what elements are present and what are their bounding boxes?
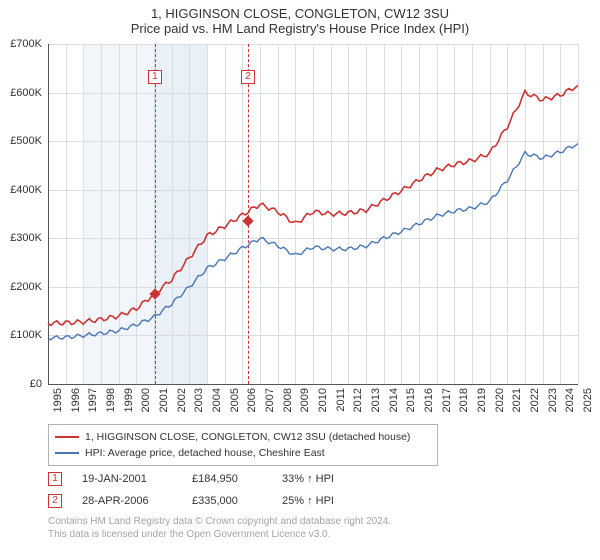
xtick-label: 2012 (352, 388, 364, 412)
sale-vs-hpi: 25% ↑ HPI (282, 495, 372, 507)
gridline-h (48, 384, 578, 385)
xtick-label: 2003 (193, 388, 205, 412)
legend-label: HPI: Average price, detached house, Ches… (85, 445, 325, 461)
xtick-label: 2001 (158, 388, 170, 412)
series-hpi (48, 144, 578, 340)
xtick-label: 2009 (299, 388, 311, 412)
footnote: Contains HM Land Registry data © Crown c… (48, 516, 391, 541)
ytick-label: £600K (10, 87, 42, 99)
ytick-label: £400K (10, 184, 42, 196)
sale-date: 19-JAN-2001 (82, 473, 172, 485)
legend-item-hpi: HPI: Average price, detached house, Ches… (55, 445, 431, 461)
legend-swatch (55, 452, 79, 454)
xtick-label: 2006 (246, 388, 258, 412)
xtick-label: 2019 (476, 388, 488, 412)
xtick-label: 2011 (335, 388, 347, 412)
title-block: 1, HIGGINSON CLOSE, CONGLETON, CW12 3SU … (0, 0, 600, 40)
xtick-label: 2024 (564, 388, 576, 412)
ytick-label: £700K (10, 38, 42, 50)
xtick-label: 2023 (547, 388, 559, 412)
xtick-label: 2010 (317, 388, 329, 412)
xtick-label: 2016 (423, 388, 435, 412)
xtick-label: 2002 (176, 388, 188, 412)
xtick-label: 2000 (140, 388, 152, 412)
chart-area: 12 1995199619971998199920002001200220032… (48, 44, 578, 384)
sale-marker-icon: 1 (48, 472, 62, 486)
legend-swatch (55, 436, 79, 438)
xtick-label: 2008 (282, 388, 294, 412)
gridline-v (578, 44, 579, 384)
xtick-label: 2022 (529, 388, 541, 412)
ytick-label: £300K (10, 232, 42, 244)
sales-table: 1 19-JAN-2001 £184,950 33% ↑ HPI 2 28-AP… (48, 468, 372, 512)
title-address: 1, HIGGINSON CLOSE, CONGLETON, CW12 3SU (0, 6, 600, 21)
sale-row: 1 19-JAN-2001 £184,950 33% ↑ HPI (48, 468, 372, 490)
xtick-label: 1995 (52, 388, 64, 412)
sale-price: £335,000 (192, 495, 262, 507)
xtick-label: 2007 (264, 388, 276, 412)
series-price_paid (48, 85, 578, 325)
xtick-label: 2013 (370, 388, 382, 412)
xtick-label: 1998 (105, 388, 117, 412)
xtick-label: 1996 (70, 388, 82, 412)
xtick-label: 2018 (458, 388, 470, 412)
chart-container: 1, HIGGINSON CLOSE, CONGLETON, CW12 3SU … (0, 0, 600, 560)
xtick-label: 1997 (87, 388, 99, 412)
xtick-label: 2005 (229, 388, 241, 412)
footnote-line: This data is licensed under the Open Gov… (48, 529, 391, 542)
sale-row: 2 28-APR-2006 £335,000 25% ↑ HPI (48, 490, 372, 512)
xtick-label: 2015 (405, 388, 417, 412)
xtick-label: 2020 (494, 388, 506, 412)
sale-vs-hpi: 33% ↑ HPI (282, 473, 372, 485)
title-subtitle: Price paid vs. HM Land Registry's House … (0, 21, 600, 36)
xtick-label: 2017 (441, 388, 453, 412)
legend-item-price: 1, HIGGINSON CLOSE, CONGLETON, CW12 3SU … (55, 429, 431, 445)
legend: 1, HIGGINSON CLOSE, CONGLETON, CW12 3SU … (48, 424, 438, 466)
ytick-label: £100K (10, 329, 42, 341)
xtick-label: 2014 (388, 388, 400, 412)
ytick-label: £200K (10, 281, 42, 293)
sale-date: 28-APR-2006 (82, 495, 172, 507)
sale-price: £184,950 (192, 473, 262, 485)
footnote-line: Contains HM Land Registry data © Crown c… (48, 516, 391, 529)
xtick-label: 2021 (511, 388, 523, 412)
legend-label: 1, HIGGINSON CLOSE, CONGLETON, CW12 3SU … (85, 429, 410, 445)
xtick-label: 1999 (123, 388, 135, 412)
xtick-label: 2025 (582, 388, 594, 412)
sale-marker-icon: 2 (48, 494, 62, 508)
ytick-label: £500K (10, 135, 42, 147)
line-series-svg (48, 44, 578, 384)
ytick-label: £0 (30, 378, 42, 390)
xtick-label: 2004 (211, 388, 223, 412)
